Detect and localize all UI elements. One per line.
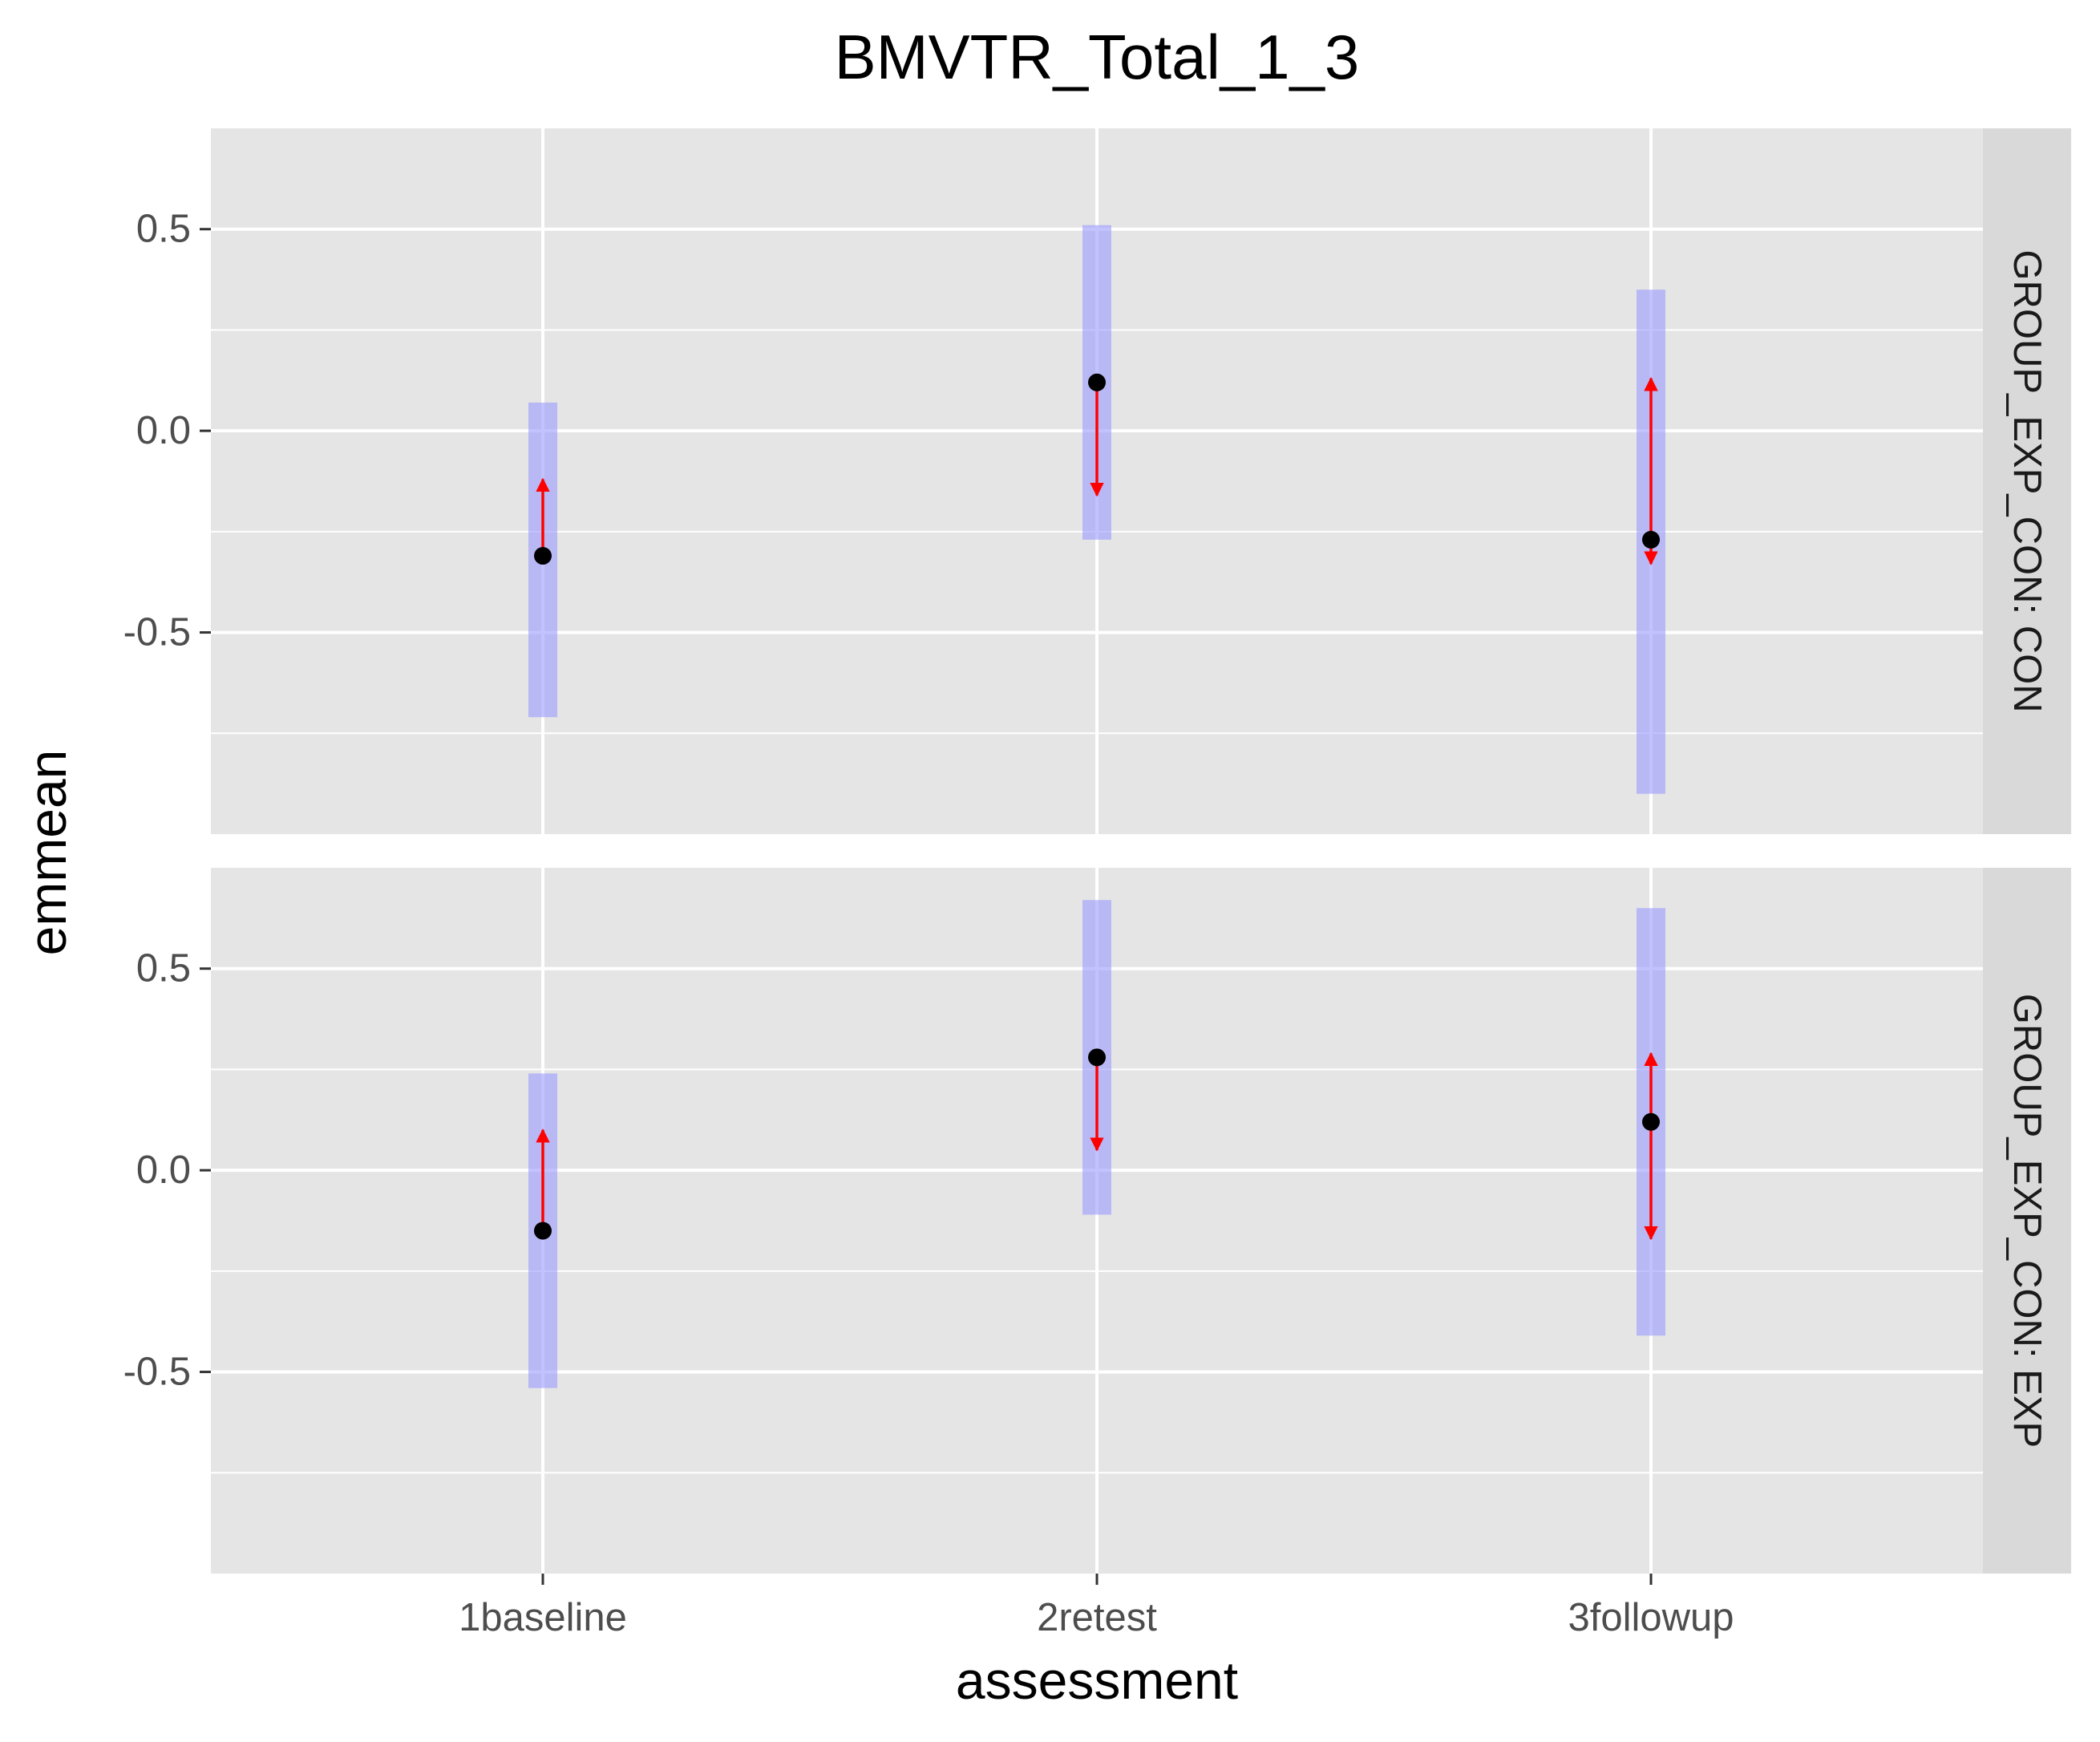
emmean-point (1642, 530, 1660, 549)
emmean-point (534, 547, 552, 565)
emmean-point (1642, 1112, 1660, 1131)
strip-background (1983, 868, 2071, 1574)
y-axis: -0.5 0.0 0.5 (123, 208, 211, 654)
x-tick-label: 1baseline (459, 1596, 627, 1639)
x-tick-label: 2retest (1037, 1596, 1157, 1639)
marks (528, 225, 1665, 794)
marks (528, 900, 1665, 1388)
y-tick-label: -0.5 (123, 1351, 191, 1394)
x-tick-label: 3followup (1568, 1596, 1734, 1639)
y-axis: -0.5 0.0 0.5 (123, 947, 211, 1394)
x-axis: 1baseline 2retest 3followup (459, 1574, 1734, 1639)
y-axis-title: emmean (18, 750, 77, 956)
facet-strip-label: GROUP_EXP_CON: CON (2005, 249, 2049, 712)
facet-strip-label: GROUP_EXP_CON: EXP (2005, 994, 2049, 1448)
y-tick-label: 0.5 (136, 947, 191, 991)
emmean-point (1088, 1048, 1106, 1067)
y-tick-label: 0.0 (136, 1149, 191, 1192)
emmean-point (1088, 373, 1106, 391)
facet-panel-con: -0.5 0.0 0.5 GROUP_EXP_CON: CON (123, 128, 2071, 834)
chart-title: BMVTR_Total_1_3 (835, 22, 1360, 92)
emmean-point (534, 1221, 552, 1240)
y-tick-label: 0.0 (136, 409, 191, 452)
facet-panel-exp: -0.5 0.0 0.5 GROUP_EXP_CON: EXP (123, 868, 2071, 1574)
y-tick-label: 0.5 (136, 208, 191, 251)
x-axis-title: assessment (956, 1651, 1238, 1710)
y-tick-label: -0.5 (123, 611, 191, 654)
strip-background (1983, 128, 2071, 834)
